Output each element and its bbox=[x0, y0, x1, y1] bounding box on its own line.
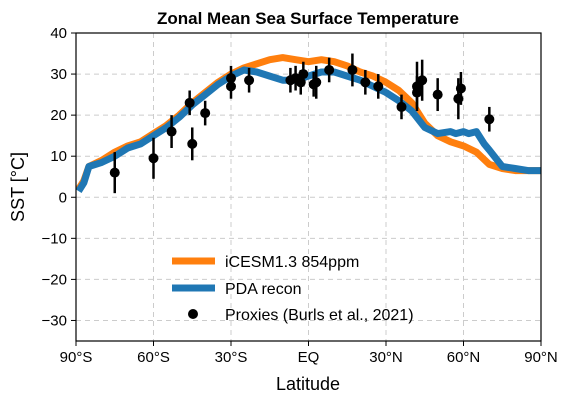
x-tick-label: 30°N bbox=[369, 349, 403, 366]
y-tick-label: −10 bbox=[42, 230, 67, 247]
proxy-point bbox=[187, 138, 198, 149]
y-tick-label: −20 bbox=[42, 271, 67, 288]
proxy-point bbox=[324, 64, 335, 75]
chart-title: Zonal Mean Sea Surface Temperature bbox=[157, 9, 459, 28]
x-tick-label: 60°S bbox=[137, 349, 170, 366]
proxy-point bbox=[298, 69, 309, 80]
y-axis-label: SST [°C] bbox=[8, 152, 28, 222]
proxy-point bbox=[226, 73, 236, 84]
proxy-point bbox=[347, 64, 358, 75]
axis-ticks: 90°S 60°S 30°S EQ 30°N 60°N 90°N −30 −20 −10 0 10 20… bbox=[42, 25, 558, 366]
proxy-point bbox=[396, 101, 407, 112]
series-line-pda bbox=[75, 66, 541, 193]
proxy-point bbox=[109, 167, 120, 178]
y-tick-label: 40 bbox=[50, 25, 67, 42]
proxy-point bbox=[148, 153, 159, 164]
x-tick-label: 60°N bbox=[447, 349, 481, 366]
proxy-point bbox=[184, 97, 195, 108]
proxy-point bbox=[373, 81, 384, 92]
legend-label-pda: PDA recon bbox=[225, 281, 301, 298]
proxy-point bbox=[455, 83, 466, 94]
proxy-point bbox=[412, 87, 422, 98]
y-tick-label: −30 bbox=[42, 312, 67, 329]
proxy-points bbox=[109, 53, 495, 194]
y-tick-label: 0 bbox=[59, 189, 67, 206]
legend-label-icesm: iCESM1.3 854ppm bbox=[225, 254, 359, 271]
legend: iCESM1.3 854ppm PDA recon Proxies (Burls… bbox=[172, 254, 414, 324]
legend-marker-proxies bbox=[188, 309, 198, 319]
y-tick-label: 30 bbox=[50, 66, 67, 83]
x-tick-label: 90°N bbox=[524, 349, 558, 366]
y-tick-label: 20 bbox=[50, 107, 67, 124]
x-axis-label: Latitude bbox=[276, 374, 340, 394]
x-tick-label: 90°S bbox=[60, 349, 93, 366]
series-layer bbox=[75, 54, 541, 193]
proxy-point bbox=[432, 89, 443, 100]
proxy-point bbox=[311, 77, 322, 88]
proxy-point bbox=[360, 77, 371, 88]
proxy-point bbox=[200, 108, 211, 119]
proxy-point bbox=[484, 114, 495, 125]
proxy-point bbox=[244, 75, 255, 86]
y-tick-label: 10 bbox=[50, 148, 67, 165]
proxy-point bbox=[417, 75, 428, 86]
x-tick-label: EQ bbox=[298, 349, 320, 366]
proxy-point bbox=[166, 126, 177, 137]
legend-label-proxies: Proxies (Burls et al., 2021) bbox=[225, 307, 414, 324]
x-tick-label: 30°S bbox=[215, 349, 248, 366]
